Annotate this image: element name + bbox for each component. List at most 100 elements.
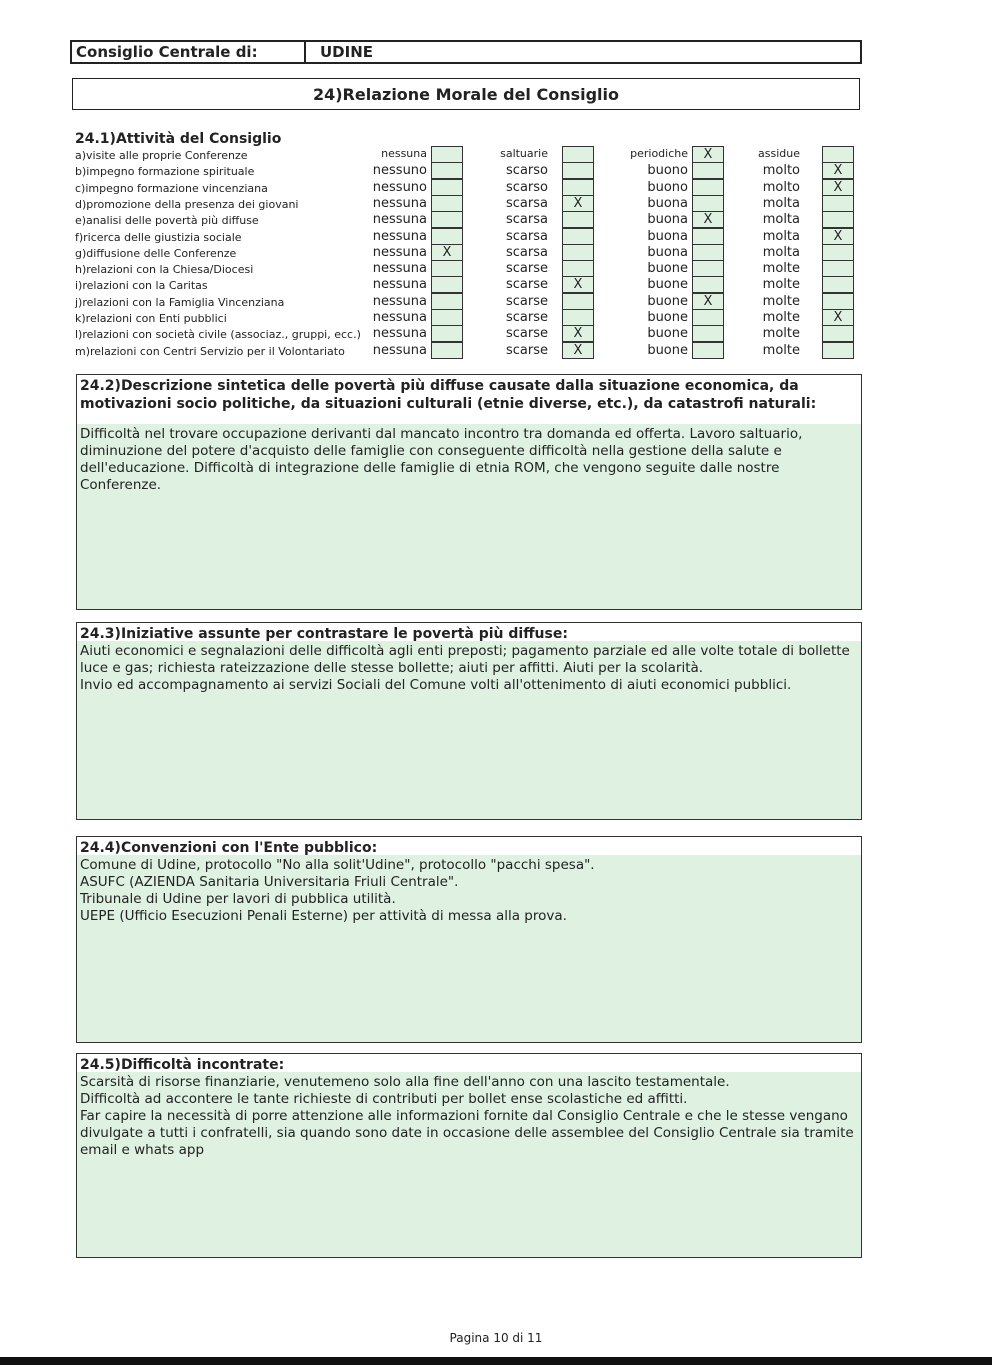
option-label: scarsa <box>506 212 548 228</box>
option-checkbox[interactable] <box>692 162 724 180</box>
option-checkbox[interactable] <box>431 309 463 326</box>
option-checkbox[interactable] <box>431 276 463 294</box>
option-checkbox[interactable] <box>822 211 854 229</box>
option-label: saltuarie <box>500 147 548 160</box>
option-label: nessuna <box>372 228 427 244</box>
option-checkbox[interactable] <box>692 194 724 212</box>
option-checkbox[interactable] <box>692 260 724 278</box>
panel-24-3: 24.3)Iniziative assunte per contrastare … <box>76 622 862 820</box>
option-label: assidue <box>758 147 800 160</box>
option-checkbox[interactable]: X <box>562 325 594 343</box>
option-checkbox[interactable] <box>822 292 854 310</box>
option-checkbox[interactable] <box>431 227 463 245</box>
option-checkbox[interactable] <box>431 211 463 229</box>
activity-label: k)relazioni con Enti pubblici <box>75 312 227 325</box>
option-checkbox[interactable]: X <box>692 292 724 310</box>
option-checkbox[interactable]: X <box>822 309 854 326</box>
option-checkbox[interactable] <box>822 276 854 294</box>
option-checkbox[interactable]: X <box>431 243 463 261</box>
panel-heading: 24.2)Descrizione sintetica delle povertà… <box>80 378 817 412</box>
option-checkbox[interactable]: X <box>562 194 594 212</box>
option-label: scarse <box>505 342 548 358</box>
activity-label: i)relazioni con la Caritas <box>75 279 208 293</box>
panel-24-5: 24.5)Difficoltà incontrate: Scarsità di r… <box>76 1053 862 1258</box>
activity-row: f)ricerca delle giustizia sociale nessuna… <box>75 227 865 245</box>
option-checkbox[interactable] <box>562 146 594 163</box>
option-label: nessuna <box>372 261 427 277</box>
option-checkbox[interactable] <box>431 292 463 310</box>
option-checkbox[interactable] <box>692 325 724 343</box>
panel-text-field[interactable]: Difficoltà nel trovare occupazione deriv… <box>77 424 861 609</box>
panel-heading: 24.4)Convenzioni con l'Ente pubblico: <box>80 840 378 856</box>
option-checkbox[interactable]: X <box>822 162 854 180</box>
panel-text-field[interactable]: Comune di Udine, protocollo "No alla sol… <box>77 855 861 1042</box>
option-checkbox[interactable] <box>562 260 594 278</box>
option-label: buono <box>647 163 688 179</box>
option-checkbox[interactable] <box>431 194 463 212</box>
option-checkbox[interactable] <box>562 292 594 310</box>
option-checkbox[interactable] <box>822 341 854 359</box>
council-value[interactable]: UDINE <box>320 43 374 61</box>
option-label: nessuna <box>372 244 427 260</box>
option-label: nessuna <box>372 310 427 325</box>
option-label: nessuna <box>372 293 427 309</box>
option-checkbox[interactable] <box>431 178 463 196</box>
option-checkbox[interactable] <box>562 211 594 229</box>
option-label: nessuno <box>372 179 427 195</box>
option-checkbox[interactable] <box>692 276 724 294</box>
option-checkbox[interactable] <box>431 146 463 163</box>
activity-row: j)relazioni con la Famiglia Vincenziana n… <box>75 292 865 310</box>
option-checkbox[interactable]: X <box>562 341 594 359</box>
option-label: molta <box>762 212 800 228</box>
option-checkbox[interactable]: X <box>562 276 594 294</box>
option-checkbox[interactable] <box>692 178 724 196</box>
option-label: scarso <box>506 163 548 179</box>
text-line: Comune di Udine, protocollo "No alla sol… <box>80 857 595 873</box>
option-label: nessuna <box>372 326 427 342</box>
activity-row: h)relazioni con la Chiesa/Diocesi nessuna… <box>75 260 865 278</box>
activity-label: f)ricerca delle giustizia sociale <box>75 230 242 244</box>
panel-text-field[interactable]: Aiuti economici e segnalazioni delle dif… <box>77 641 861 819</box>
option-checkbox[interactable] <box>431 162 463 180</box>
option-checkbox[interactable]: X <box>692 211 724 229</box>
option-label: molta <box>762 244 800 260</box>
option-label: buone <box>647 326 688 342</box>
panel-24-4: 24.4)Convenzioni con l'Ente pubblico: Com… <box>76 836 862 1043</box>
panel-text-field[interactable]: Scarsità di risorse finanziarie, venutem… <box>77 1072 861 1257</box>
text-line: Tribunale di Udine per lavori di pubblic… <box>80 891 396 907</box>
option-label: nessuna <box>372 342 427 358</box>
panel-heading: 24.5)Difficoltà incontrate: <box>80 1057 285 1073</box>
option-checkbox[interactable] <box>692 309 724 326</box>
option-label: nessuna <box>372 212 427 228</box>
option-checkbox[interactable] <box>431 260 463 278</box>
text-line: Far capire la necessità di porre attenzi… <box>80 1108 858 1158</box>
activity-label: g)diffusione delle Conferenze <box>75 246 237 260</box>
option-checkbox[interactable]: X <box>822 178 854 196</box>
option-checkbox[interactable] <box>822 243 854 261</box>
option-label: buona <box>647 212 688 228</box>
option-checkbox[interactable] <box>562 309 594 326</box>
option-checkbox[interactable] <box>822 146 854 163</box>
option-checkbox[interactable] <box>822 325 854 343</box>
option-checkbox[interactable] <box>562 243 594 261</box>
option-checkbox[interactable] <box>562 162 594 180</box>
panel-heading: 24.3)Iniziative assunte per contrastare … <box>80 626 568 642</box>
option-checkbox[interactable]: X <box>822 227 854 245</box>
option-checkbox[interactable] <box>822 194 854 212</box>
option-checkbox[interactable] <box>562 178 594 196</box>
option-checkbox[interactable] <box>692 243 724 261</box>
option-checkbox[interactable] <box>431 325 463 343</box>
option-checkbox[interactable] <box>692 227 724 245</box>
option-checkbox[interactable]: X <box>692 146 724 163</box>
option-label: molte <box>762 261 800 277</box>
option-checkbox[interactable] <box>822 260 854 278</box>
option-label: scarso <box>506 179 548 195</box>
option-label: scarse <box>505 277 548 293</box>
option-checkbox[interactable] <box>692 341 724 359</box>
section-24-1-heading: 24.1)Attività del Consiglio <box>75 131 282 147</box>
option-label: buona <box>647 244 688 260</box>
activity-label: b)impegno formazione spirituale <box>75 165 255 179</box>
option-checkbox[interactable] <box>431 341 463 359</box>
option-label: molte <box>762 277 800 293</box>
option-checkbox[interactable] <box>562 227 594 245</box>
